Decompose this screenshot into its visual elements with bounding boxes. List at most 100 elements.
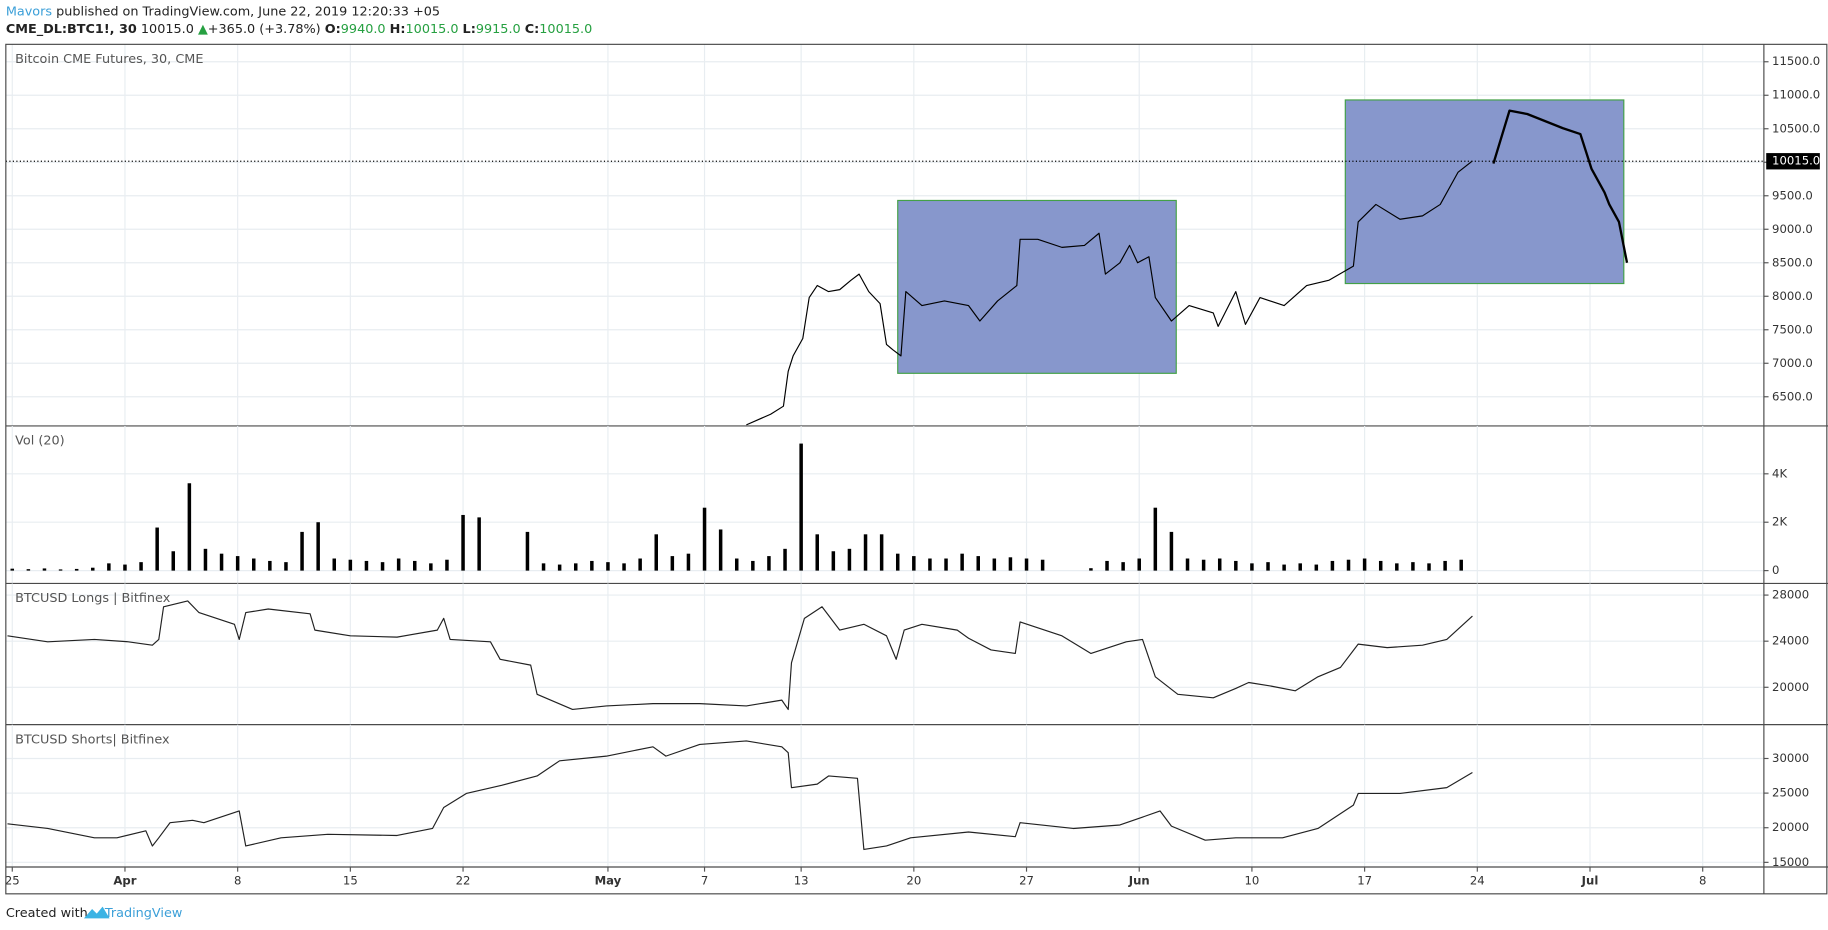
volume-bar (477, 517, 481, 571)
volume-bar (879, 534, 884, 571)
volume-bar (718, 529, 723, 571)
y-tick-label: 20000 (1772, 680, 1809, 694)
symbol: CME_DL:BTC1!, 30 (6, 22, 137, 37)
footer-brand[interactable]: TradingView (104, 906, 182, 921)
volume-bar (767, 556, 771, 571)
y-tick-label: 11500.0 (1772, 54, 1820, 68)
volume-bar (396, 558, 401, 571)
volume-bar (944, 558, 948, 571)
volume-bar (42, 568, 47, 571)
volume-bar (590, 560, 594, 571)
last: 10015.0 (141, 22, 194, 37)
volume-bar (1346, 559, 1351, 571)
volume-bar (1362, 558, 1367, 571)
volume-bar (461, 514, 465, 571)
ohlc-label: L: (463, 22, 476, 37)
volume-bar (74, 568, 79, 571)
charts: 6500.0 7000.0 7500.0 8000.0 8500.0 9000.0 9500… (5, 43, 1828, 895)
volume-bar (380, 562, 385, 571)
x-tick-label: 27 (1019, 873, 1034, 887)
volume-bar (1008, 557, 1013, 571)
volume-bar (171, 551, 176, 571)
series-line (746, 160, 1473, 426)
volume-bar (1298, 563, 1302, 571)
y-tick-label: 4K (1772, 466, 1787, 480)
volume-bar (203, 548, 208, 571)
volume-bar (332, 558, 337, 571)
volume-bar (1282, 564, 1286, 571)
y-tick-label: 7500.0 (1772, 322, 1813, 336)
ohlc-label: H: (390, 22, 406, 37)
volume-bar (815, 534, 819, 571)
volume-bar (622, 563, 626, 571)
volume-bar (155, 527, 159, 571)
ohlc-value: 10015.0 (539, 22, 592, 37)
x-tick-label: 17 (1357, 873, 1372, 887)
volume-bar (863, 534, 868, 571)
panel-title: BTCUSD Shorts| Bitfinex (15, 732, 170, 747)
volume-bar (895, 553, 900, 571)
volume-bar (960, 553, 964, 571)
volume-bar (992, 558, 997, 571)
highlight-box (897, 199, 1177, 374)
header-line-1: Mavors published on TradingView.com, Jun… (6, 4, 440, 19)
ohlc-value: 10015.0 (406, 22, 459, 37)
series-line (7, 600, 1473, 711)
panel-title: Bitcoin CME Futures, 30, CME (15, 52, 203, 67)
volume-bar (557, 564, 562, 571)
volume-bar (1217, 558, 1222, 571)
x-tick-label: 7 (701, 873, 708, 887)
volume-bar (1105, 560, 1109, 571)
y-tick-label: 30000 (1772, 751, 1809, 765)
volume-bar (1234, 560, 1238, 571)
footer-prefix: Created with (6, 906, 88, 921)
arrow: ▲ (198, 22, 208, 37)
volume-bar (1250, 563, 1254, 571)
volume-bar (702, 507, 707, 571)
volume-bar (606, 562, 610, 571)
x-tick-label: 22 (456, 873, 471, 887)
volume-bar (1153, 507, 1158, 571)
volume-bar (976, 556, 980, 571)
published: published on TradingView.com, June 22, 2… (56, 4, 440, 19)
last-price-label: 10015.0 (1772, 154, 1820, 168)
y-tick-label: 0 (1772, 563, 1779, 577)
volume-bar (1121, 562, 1125, 571)
volume-bar (429, 563, 433, 571)
y-tick-label: 2K (1772, 515, 1787, 529)
ohlc-value: 9940.0 (341, 22, 386, 37)
volume-bar (123, 564, 127, 571)
volume-bar (831, 551, 836, 571)
volume-bar (316, 522, 320, 571)
y-tick-label: 7000.0 (1772, 356, 1813, 370)
tradingview-logo[interactable] (83, 906, 110, 919)
volume-bar (1378, 560, 1383, 571)
last-price-box (1766, 153, 1820, 170)
volume-bar (300, 531, 304, 571)
volume-bar (187, 483, 192, 571)
x-tick-label: 8 (1699, 873, 1706, 887)
volume-bar (799, 443, 803, 571)
ohlc-value: 9915.0 (476, 22, 521, 37)
volume-bar (686, 553, 691, 571)
volume-bar (348, 559, 353, 571)
header-line-2: CME_DL:BTC1!, 30 10015.0 ▲+365.0 (+3.78%… (6, 22, 592, 37)
y-tick-label: 8000.0 (1772, 289, 1813, 303)
volume-bar (1185, 558, 1190, 571)
frame (5, 43, 1828, 895)
volume-bar (751, 560, 755, 571)
volume-bar (734, 558, 739, 571)
volume-bar (268, 560, 272, 571)
x-tick-label: 8 (234, 873, 241, 887)
panel (5, 44, 1764, 426)
y-tick-label: 28000 (1772, 588, 1809, 602)
x-tick-label: 20 (906, 873, 921, 887)
volume-bar (235, 556, 240, 571)
volume-bar (1266, 562, 1270, 571)
volume-bar (928, 558, 932, 571)
volume-bar (1330, 560, 1335, 571)
author[interactable]: Mavors (6, 4, 53, 19)
volume-bar (1427, 563, 1431, 571)
volume-bar (364, 560, 369, 571)
panel (5, 724, 1764, 867)
